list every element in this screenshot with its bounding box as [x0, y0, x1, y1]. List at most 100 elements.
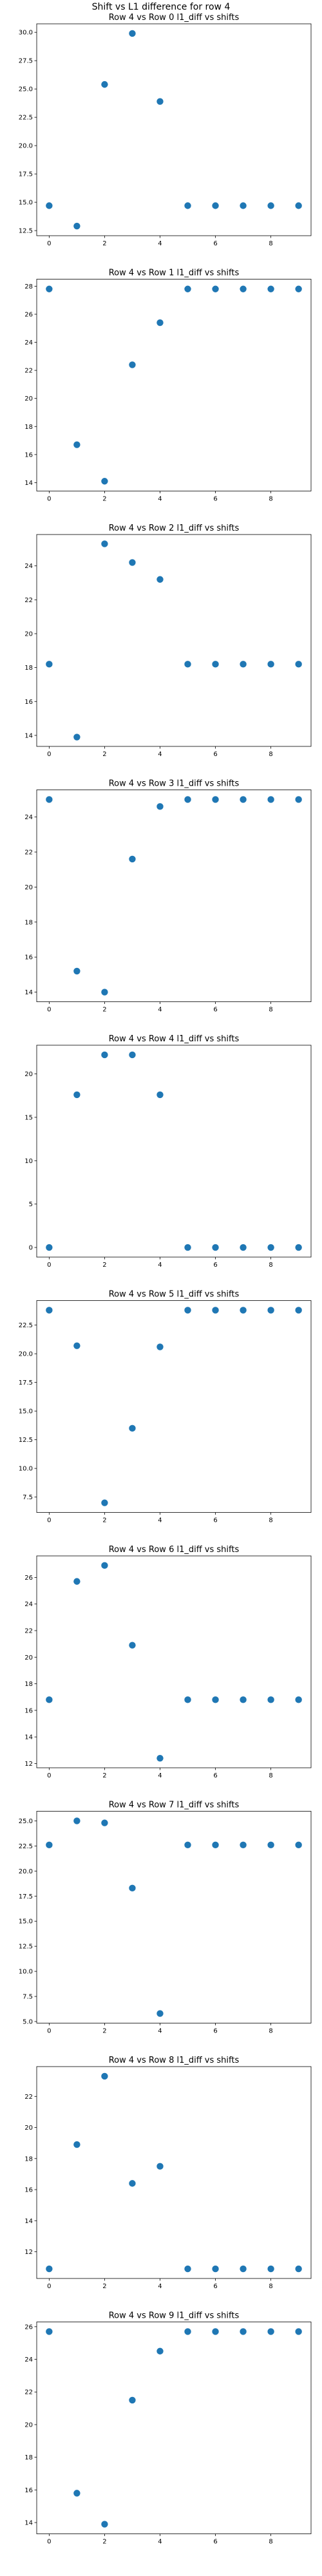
x-tick-label: 0 [47, 2028, 51, 2035]
data-point [184, 2265, 191, 2273]
data-point [129, 559, 136, 566]
data-point [129, 361, 136, 368]
data-point [267, 796, 274, 803]
data-point [240, 1696, 247, 1703]
subplot-title: Row 4 vs Row 5 l1_diff vs shifts [109, 1290, 240, 1300]
data-point [46, 1696, 53, 1703]
y-tick-label: 12 [24, 1761, 33, 1768]
y-tick-label: 17.5 [19, 1893, 33, 1900]
x-tick-label: 0 [47, 240, 51, 247]
subplot-title: Row 4 vs Row 2 l1_diff vs shifts [109, 524, 240, 533]
y-tick-label: 16 [24, 699, 33, 706]
y-tick-label: 14 [24, 480, 33, 487]
y-tick-label: 18 [24, 665, 33, 672]
subplot-0: Row 4 vs Row 0 l1_diff vs shifts 0 2 4 6 8 12.… [19, 13, 312, 247]
y-tick-label: 22 [24, 2389, 33, 2396]
data-point [46, 1307, 53, 1314]
y-tick-label: 20 [24, 2421, 33, 2429]
axes-frame [36, 534, 312, 747]
data-point [101, 1499, 108, 1506]
y-tick-label: 17.5 [19, 1379, 33, 1387]
data-point [212, 285, 219, 292]
data-point [212, 2265, 219, 2273]
data-point [156, 319, 164, 327]
y-tick-label: 14 [24, 2520, 33, 2527]
data-point [156, 1343, 164, 1350]
x-tick-label: 4 [158, 1772, 162, 1779]
x-tick-label: 8 [269, 1007, 272, 1014]
x-tick-label: 2 [102, 1262, 106, 1269]
y-tick-label: 28 [24, 283, 33, 290]
y-tick-label: 27.5 [19, 58, 33, 65]
data-point [267, 285, 274, 292]
y-tick-label: 22 [24, 597, 33, 604]
x-tick-label: 0 [47, 1517, 51, 1524]
data-point [212, 202, 219, 209]
data-point [46, 2265, 53, 2273]
x-tick-label: 8 [269, 2028, 272, 2035]
x-tick-label: 6 [213, 1517, 217, 1524]
data-point [184, 2328, 191, 2335]
x-tick-label: 8 [269, 1262, 272, 1269]
y-tick-label: 20.0 [19, 1868, 33, 1875]
y-tick-label: 20 [24, 1071, 33, 1078]
data-point [73, 1091, 80, 1099]
x-tick-label: 6 [213, 496, 217, 503]
data-point [129, 1051, 136, 1059]
x-tick-label: 6 [213, 2028, 217, 2035]
data-point [101, 1819, 108, 1826]
axes-frame [36, 23, 312, 236]
y-tick-label: 7.5 [23, 1494, 33, 1501]
data-point [101, 540, 108, 547]
x-tick-label: 8 [269, 1772, 272, 1779]
y-tick-label: 18 [24, 1681, 33, 1688]
data-point [129, 2396, 136, 2404]
subplot-title: Row 4 vs Row 6 l1_diff vs shifts [109, 1545, 240, 1555]
y-tick-label: 18 [24, 919, 33, 926]
figure-suptitle: Shift vs L1 difference for row 4 [92, 2, 231, 12]
y-tick-label: 14 [24, 1734, 33, 1741]
x-tick-label: 4 [158, 1262, 162, 1269]
subplot-7: Row 4 vs Row 7 l1_diff vs shifts 0 2 4 6 8 5.0… [19, 1801, 312, 2035]
data-point [156, 2163, 164, 2170]
x-tick-label: 0 [47, 2283, 51, 2290]
data-point [295, 796, 302, 803]
x-tick-label: 2 [102, 1772, 106, 1779]
data-point [156, 2347, 164, 2355]
data-point [73, 734, 80, 741]
y-tick-label: 26 [24, 311, 33, 318]
y-tick-label: 0 [29, 1245, 33, 1252]
y-tick-label: 16 [24, 954, 33, 961]
x-tick-label: 2 [102, 751, 106, 758]
data-point [156, 1754, 164, 1762]
y-tick-label: 22 [24, 2094, 33, 2101]
y-tick-label: 14 [24, 732, 33, 739]
data-point [212, 1696, 219, 1703]
data-point [267, 1307, 274, 1314]
y-tick-label: 25.0 [19, 1818, 33, 1825]
data-point [101, 2072, 108, 2080]
x-tick-label: 4 [158, 1517, 162, 1524]
data-point [73, 1817, 80, 1824]
x-tick-label: 4 [158, 2028, 162, 2035]
data-point [73, 441, 80, 448]
data-point [295, 1244, 302, 1251]
y-tick-label: 5 [29, 1201, 33, 1208]
data-point [73, 1342, 80, 1349]
x-tick-label: 2 [102, 496, 106, 503]
x-tick-label: 2 [102, 240, 106, 247]
y-tick-label: 14 [24, 2218, 33, 2225]
x-tick-label: 0 [47, 1007, 51, 1014]
data-point [129, 855, 136, 863]
data-point [267, 661, 274, 668]
axes-frame [36, 1045, 312, 1258]
y-tick-label: 15 [24, 1114, 33, 1121]
data-point [267, 1841, 274, 1849]
x-tick-label: 0 [47, 2539, 51, 2546]
x-tick-label: 0 [47, 1262, 51, 1269]
y-tick-label: 10 [24, 1158, 33, 1165]
data-point [101, 1562, 108, 1569]
data-point [46, 796, 53, 803]
